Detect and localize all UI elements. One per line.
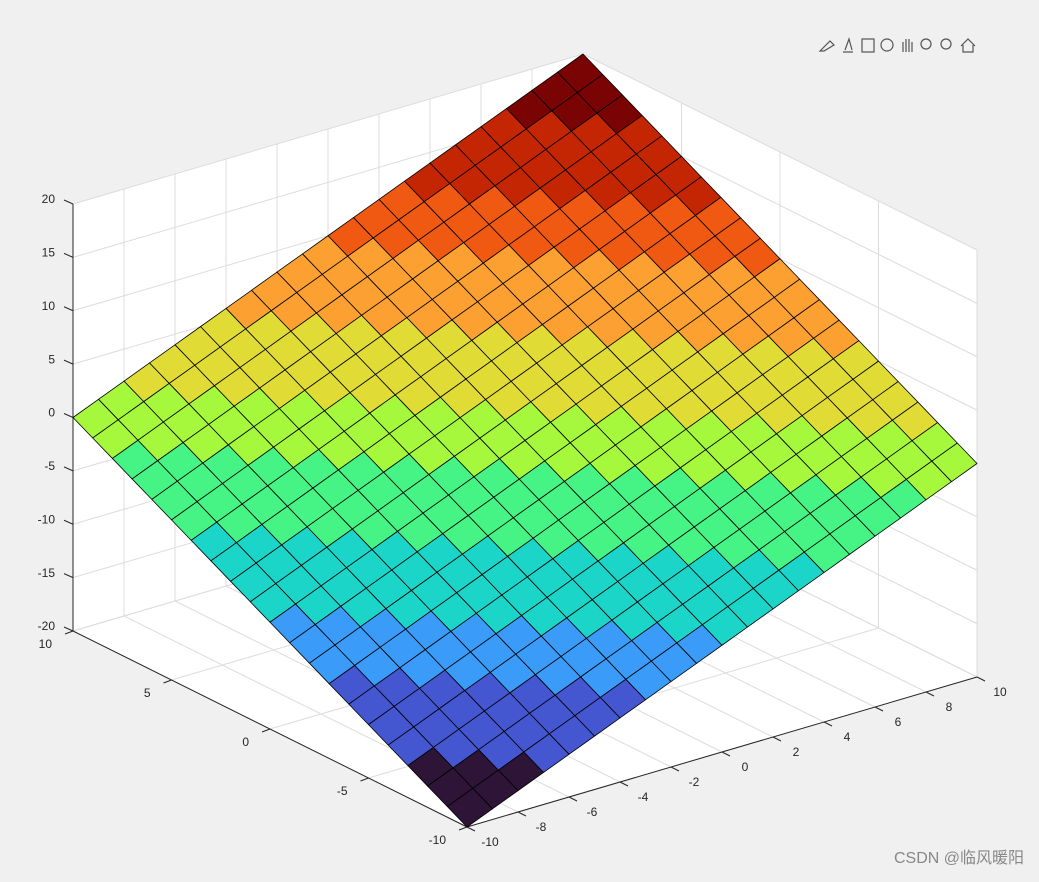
tick-mark xyxy=(63,252,74,258)
y-tick-label: -10 xyxy=(429,833,447,847)
tick-mark xyxy=(874,706,884,712)
axes: -10-8-6-4-20246810-10-50510-20-15-10-505… xyxy=(38,53,1007,849)
tick-mark xyxy=(925,691,935,697)
x-tick-label: -8 xyxy=(536,820,547,834)
tick-mark xyxy=(670,766,680,772)
tick-mark xyxy=(976,676,986,682)
z-tick-label: 10 xyxy=(42,299,56,313)
x-tick-label: -4 xyxy=(638,790,649,804)
toolbar-icon[interactable] xyxy=(880,38,894,52)
tick-mark xyxy=(568,796,578,802)
x-tick-label: -6 xyxy=(587,805,598,819)
toolbar xyxy=(818,37,976,53)
z-tick-label: 20 xyxy=(42,192,56,206)
tick-mark xyxy=(63,306,74,312)
tick-mark xyxy=(63,626,74,632)
x-tick-label: 8 xyxy=(946,700,953,714)
grid-line xyxy=(72,53,584,205)
tick-mark xyxy=(772,736,782,742)
surface-cell xyxy=(446,787,493,828)
z-tick-label: -5 xyxy=(44,459,55,473)
tick-mark xyxy=(458,826,468,831)
y-tick-label: 5 xyxy=(144,686,151,700)
x-tick-label: 6 xyxy=(895,715,902,729)
x-tick-label: 2 xyxy=(793,745,800,759)
tick-mark xyxy=(721,751,731,757)
tick-mark xyxy=(517,811,527,817)
tick-mark xyxy=(63,359,74,365)
tick-mark xyxy=(63,466,74,472)
tick-mark xyxy=(63,199,74,205)
tick-mark xyxy=(163,679,172,684)
tick-mark xyxy=(466,826,476,832)
toolbar-icon[interactable] xyxy=(902,39,913,52)
x-tick-label: -10 xyxy=(481,835,499,849)
toolbar-icon[interactable] xyxy=(940,38,952,50)
x-tick-label: 10 xyxy=(993,685,1007,699)
z-tick-label: -20 xyxy=(38,619,56,633)
z-tick-label: -15 xyxy=(38,566,56,580)
toolbar-icon[interactable] xyxy=(861,38,875,53)
z-tick-label: 5 xyxy=(48,352,55,366)
x-tick-label: 4 xyxy=(844,730,851,744)
tick-mark xyxy=(823,721,833,727)
tick-mark xyxy=(63,573,74,579)
tick-mark xyxy=(64,630,74,635)
toolbar-icon[interactable] xyxy=(920,38,932,50)
y-tick-label: -5 xyxy=(337,784,348,798)
tick-mark xyxy=(63,413,74,418)
tick-mark xyxy=(261,728,271,733)
y-tick-label: 10 xyxy=(39,637,53,651)
z-tick-label: -10 xyxy=(38,512,56,526)
grid-line xyxy=(582,53,978,251)
watermark: CSDN @临风暖阳 xyxy=(894,849,1024,867)
tick-mark xyxy=(63,519,74,525)
toolbar-icon[interactable] xyxy=(960,38,976,53)
tick-mark xyxy=(619,781,629,787)
x-tick-label: -2 xyxy=(689,775,700,789)
toolbar-icon[interactable] xyxy=(818,40,835,52)
y-tick-label: 0 xyxy=(242,735,249,749)
tick-mark xyxy=(360,777,369,782)
z-tick-label: 15 xyxy=(42,246,56,260)
x-tick-label: 0 xyxy=(742,760,749,774)
z-tick-label: 0 xyxy=(48,406,55,420)
toolbar-icon[interactable] xyxy=(843,37,853,53)
